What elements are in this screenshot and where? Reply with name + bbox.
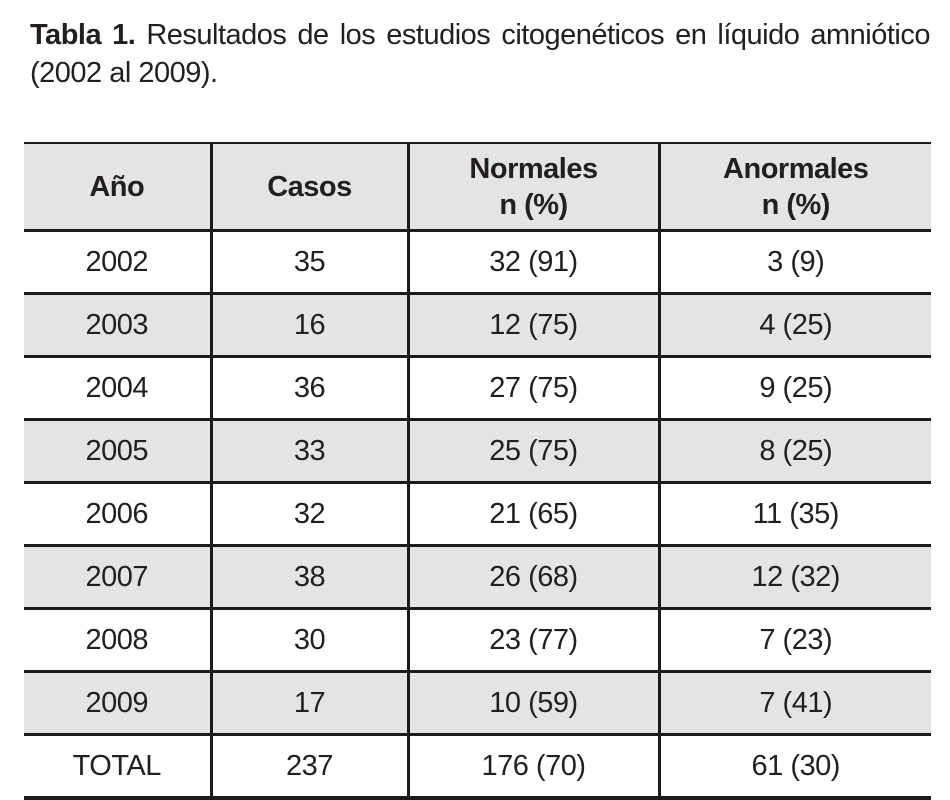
normales-cell: 27 (75) xyxy=(406,355,659,420)
year-cell: 2009 xyxy=(24,670,211,735)
normales-cell: 23 (77) xyxy=(406,607,659,672)
casos-cell: 36 xyxy=(209,355,408,420)
column-header-normales: Normales n (%) xyxy=(406,143,659,231)
anormales-cell: 11 (35) xyxy=(657,481,931,546)
normales-cell: 176 (70) xyxy=(406,733,659,798)
column-header-ano: Año xyxy=(24,143,211,231)
casos-cell: 33 xyxy=(209,418,408,483)
column-header-label: Normales xyxy=(469,152,598,185)
column-header-label: Anormales xyxy=(723,152,869,185)
year-cell: 2005 xyxy=(24,418,211,483)
column-header-anormales: Anormales n (%) xyxy=(657,143,931,231)
normales-cell: 12 (75) xyxy=(406,292,659,357)
year-cell: 2002 xyxy=(24,229,211,294)
year-cell: 2006 xyxy=(24,481,211,546)
results-table: Año Casos Normales n (%) Anormales n (%)… xyxy=(24,142,931,800)
normales-cell: 21 (65) xyxy=(406,481,659,546)
table-row: 2008 30 23 (77) 7 (23) xyxy=(24,607,931,672)
casos-cell: 30 xyxy=(209,607,408,672)
casos-cell: 38 xyxy=(209,544,408,609)
casos-cell: 32 xyxy=(209,481,408,546)
caption-label: Tabla 1. xyxy=(30,19,136,51)
year-cell: 2007 xyxy=(24,544,211,609)
normales-cell: 32 (91) xyxy=(406,229,659,294)
table-row: 2006 32 21 (65) 11 (35) xyxy=(24,481,931,546)
table-row: 2007 38 26 (68) 12 (32) xyxy=(24,544,931,609)
table-row-total: TOTAL 237 176 (70) 61 (30) xyxy=(24,733,931,798)
table-caption: Tabla 1. Resultados de los estudios cito… xyxy=(30,16,931,92)
anormales-cell: 12 (32) xyxy=(657,544,931,609)
year-cell: 2008 xyxy=(24,607,211,672)
header-row: Año Casos Normales n (%) Anormales n (%) xyxy=(24,143,931,231)
normales-cell: 25 (75) xyxy=(406,418,659,483)
table-row: 2003 16 12 (75) 4 (25) xyxy=(24,292,931,357)
table-row: 2005 33 25 (75) 8 (25) xyxy=(24,418,931,483)
anormales-cell: 61 (30) xyxy=(657,733,931,798)
table-row: 2002 35 32 (91) 3 (9) xyxy=(24,229,931,294)
year-cell: 2004 xyxy=(24,355,211,420)
normales-cell: 26 (68) xyxy=(406,544,659,609)
casos-cell: 17 xyxy=(209,670,408,735)
anormales-cell: 7 (23) xyxy=(657,607,931,672)
table-row: 2009 17 10 (59) 7 (41) xyxy=(24,670,931,735)
column-header-sublabel: n (%) xyxy=(761,188,831,221)
anormales-cell: 9 (25) xyxy=(657,355,931,420)
column-header-label: Año xyxy=(89,170,145,203)
column-header-sublabel: n (%) xyxy=(499,188,568,221)
anormales-cell: 7 (41) xyxy=(657,670,931,735)
casos-cell: 16 xyxy=(209,292,408,357)
table-row: 2004 36 27 (75) 9 (25) xyxy=(24,355,931,420)
column-header-casos: Casos xyxy=(209,143,408,231)
anormales-cell: 3 (9) xyxy=(657,229,931,294)
caption-text: Resultados de los estudios citogenéticos… xyxy=(30,19,931,89)
column-header-label: Casos xyxy=(267,170,352,203)
normales-cell: 10 (59) xyxy=(406,670,659,735)
year-cell: 2003 xyxy=(24,292,211,357)
anormales-cell: 4 (25) xyxy=(657,292,931,357)
year-cell: TOTAL xyxy=(24,733,211,798)
casos-cell: 35 xyxy=(209,229,408,294)
anormales-cell: 8 (25) xyxy=(657,418,931,483)
casos-cell: 237 xyxy=(209,733,408,798)
